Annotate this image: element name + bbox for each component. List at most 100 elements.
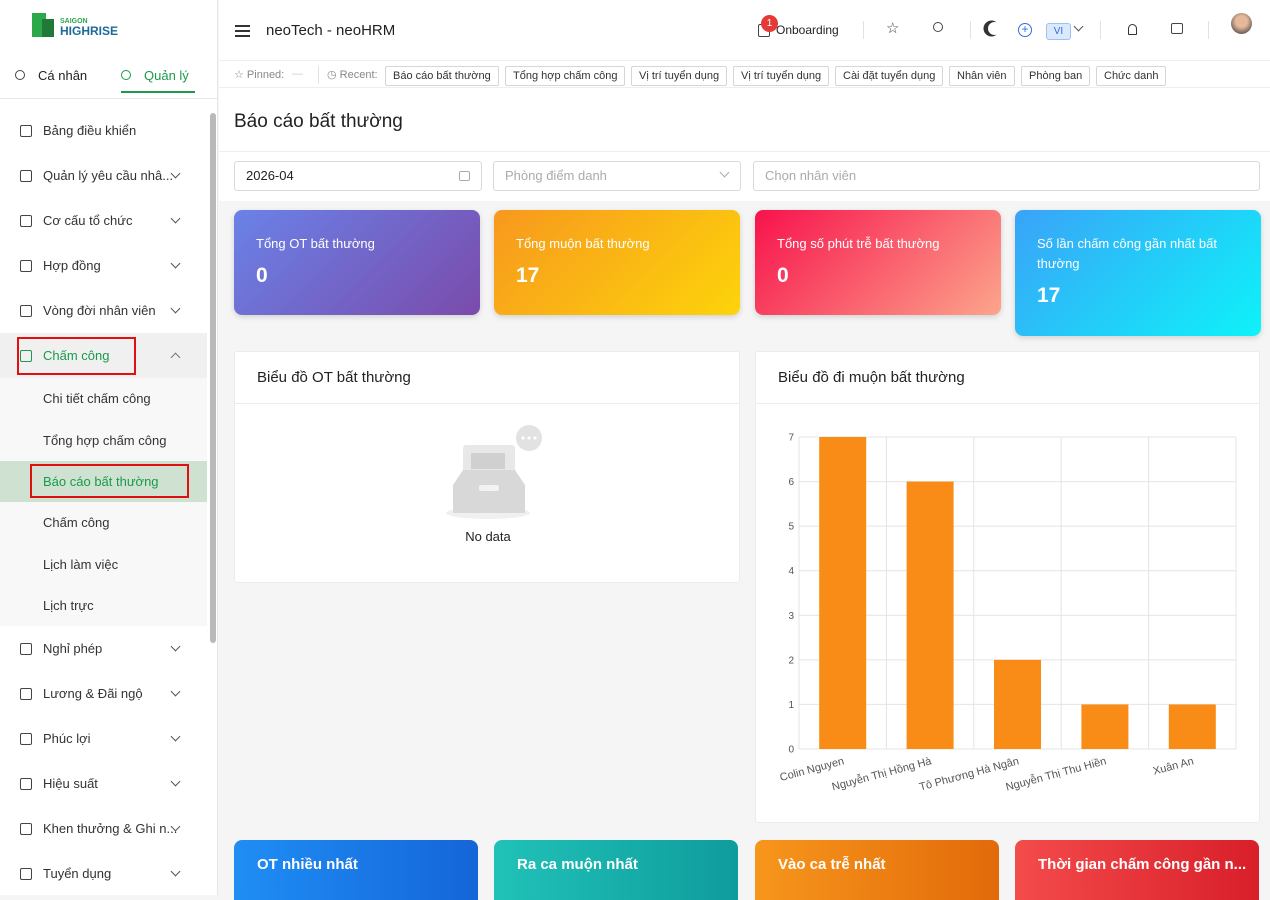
summary-card: Vào ca trễ nhất <box>755 840 999 900</box>
menu-chevron <box>170 686 181 697</box>
room-select[interactable]: Phòng điểm danh <box>493 161 741 191</box>
menu-item[interactable]: Cơ cấu tổ chức <box>0 198 207 243</box>
tab-personal[interactable]: Cá nhân <box>15 68 87 83</box>
onboarding[interactable]: Onboarding <box>776 23 839 37</box>
menu-label: Hợp đồng <box>43 258 101 273</box>
recent-chip[interactable]: Phòng ban <box>1021 66 1091 86</box>
submenu-item[interactable]: Báo cáo bất thường <box>0 460 207 503</box>
empty-illustration <box>446 425 542 519</box>
menu-label: Quản lý yêu cầu nhâ... <box>43 168 174 183</box>
menu-item[interactable]: Quản lý yêu cầu nhâ... <box>0 153 207 198</box>
employee-select[interactable]: Chọn nhân viên <box>753 161 1260 191</box>
room-placeholder: Phòng điểm danh <box>505 168 607 183</box>
recent-chip[interactable]: Chức danh <box>1096 66 1167 86</box>
menu-label: Bảng điều khiển <box>43 123 137 138</box>
scrollbar[interactable] <box>210 113 216 643</box>
search-icon[interactable] <box>933 22 943 32</box>
stat-value: 17 <box>516 264 540 287</box>
menu-item[interactable]: Vòng đời nhân viên <box>0 288 207 333</box>
avatar[interactable] <box>1231 13 1252 34</box>
menu-chevron <box>170 776 181 787</box>
stat-card: Tổng muộn bất thường 17 <box>494 210 740 315</box>
late-panel: Biểu đồ đi muộn bất thường 0 1 2 3 4 5 6 7 Colin… <box>755 351 1260 823</box>
pinned-text: Pinned: <box>246 69 285 81</box>
x-tick-label: Xuân An <box>1152 755 1195 777</box>
stat-value: 0 <box>256 264 268 287</box>
stat-card: Tổng số phút trễ bất thường 0 <box>755 210 1001 315</box>
summary-card: Ra ca muộn nhất <box>494 840 738 900</box>
submenu-item[interactable]: Tổng hợp chấm công <box>0 419 207 461</box>
recent-chip[interactable]: Tổng hợp chấm công <box>505 66 626 86</box>
menu-toggle[interactable] <box>235 25 250 37</box>
recent-chip[interactable]: Vị trí tuyển dụng <box>733 66 830 86</box>
stat-label: Số lần chấm công gần nhất bất thường <box>1037 236 1217 271</box>
recent-chip[interactable]: Báo cáo bất thường <box>385 66 499 86</box>
x-tick-label: Nguyễn Thị Thu Hiền <box>1004 754 1107 793</box>
pinned-empty: — <box>292 68 303 80</box>
submenu-item[interactable]: Chi tiết chấm công <box>0 378 207 420</box>
menu-label: Phúc lợi <box>43 731 91 747</box>
menu-item[interactable]: Lương & Đãi ngộ <box>0 671 207 716</box>
tab-manage[interactable]: Quản lý <box>121 68 195 93</box>
menu-label: Chấm công <box>43 348 110 363</box>
y-tick-label: 7 <box>788 433 794 444</box>
menu-item[interactable]: Bảng điều khiển <box>0 108 207 153</box>
logo-line2: HIGHRISE <box>60 24 118 38</box>
menu-chevron <box>170 303 181 314</box>
sidebar: SAIGON HIGHRISE Cá nhân Quản lý Bảng điề… <box>0 0 218 895</box>
submenu-item[interactable]: Lịch làm việc <box>0 543 207 585</box>
y-tick-label: 6 <box>788 477 794 488</box>
recent-text: Recent: <box>339 69 378 81</box>
menu-item[interactable]: Khen thưởng & Ghi n... <box>0 806 207 851</box>
submenu-label: Lịch làm việc <box>43 556 119 572</box>
menu-item[interactable]: Hợp đồng <box>0 243 207 288</box>
pinned-bar: ☆ Pinned: — ◷ Recent: Báo cáo bất thường… <box>219 60 1270 88</box>
summary-card: Thời gian chấm công gần n... <box>1015 840 1259 900</box>
recent-chip[interactable]: Cài đặt tuyển dụng <box>835 66 944 86</box>
submenu-label: Lịch trực <box>43 598 94 614</box>
panel-title: Biểu đồ OT bất thường <box>235 352 739 404</box>
star-icon[interactable]: ☆ <box>886 20 900 37</box>
menu-chevron <box>170 352 181 363</box>
language-chevron[interactable] <box>1073 21 1084 32</box>
submenu-label: Chi tiết chấm công <box>43 391 151 407</box>
menu-label: Khen thưởng & Ghi n... <box>43 821 178 837</box>
submenu-label: Tổng hợp chấm công <box>43 432 167 448</box>
bell-icon[interactable] <box>1128 24 1137 35</box>
menu-item[interactable]: Phúc lợi <box>0 716 207 761</box>
menu-label: Nghỉ phép <box>43 641 103 657</box>
menu-item[interactable]: Nghỉ phép <box>0 626 207 671</box>
calendar-icon[interactable] <box>1171 23 1183 34</box>
submenu-label: Chấm công <box>43 515 110 531</box>
page-header: Báo cáo bất thường 2026-04 Phòng điểm da… <box>219 88 1270 201</box>
stat-value: 17 <box>1037 284 1061 307</box>
add-icon[interactable]: + <box>1018 23 1032 37</box>
logo: SAIGON HIGHRISE <box>32 13 118 38</box>
recent-chip[interactable]: Vị trí tuyển dụng <box>631 66 728 86</box>
bar <box>906 481 954 749</box>
y-tick-label: 2 <box>788 655 794 666</box>
recent-list: Báo cáo bất thường Tổng hợp chấm công Vị t… <box>385 61 1265 89</box>
recent-chip[interactable]: Nhân viên <box>949 66 1015 86</box>
language[interactable]: VI <box>1046 23 1071 40</box>
submenu-item[interactable]: Chấm công <box>0 502 207 544</box>
menu-label: Cơ cấu tổ chức <box>43 213 133 228</box>
submenu-item[interactable]: Lịch trực <box>0 584 207 627</box>
menu-icon <box>20 124 32 137</box>
menu-label: Lương & Đãi ngộ <box>43 686 143 702</box>
bar <box>819 437 867 749</box>
menu-item[interactable]: Chấm công <box>0 333 207 378</box>
logo-line1: SAIGON <box>60 18 88 25</box>
stat-card: Tổng OT bất thường 0 <box>234 210 480 315</box>
stat-card: Số lần chấm công gần nhất bất thường 17 <box>1015 210 1261 336</box>
month-value: 2026-04 <box>246 168 294 183</box>
menu-icon <box>20 169 32 182</box>
month-picker[interactable]: 2026-04 <box>234 161 482 191</box>
x-tick-label: Tô Phương Hà Ngân <box>918 755 1020 793</box>
menu-item[interactable]: Tuyển dụng <box>0 851 207 896</box>
menu-item[interactable]: Hiệu suất <box>0 761 207 806</box>
app-title: neoTech - neoHRM <box>266 22 396 39</box>
theme-icon[interactable] <box>988 22 1001 35</box>
bar <box>1081 704 1129 749</box>
